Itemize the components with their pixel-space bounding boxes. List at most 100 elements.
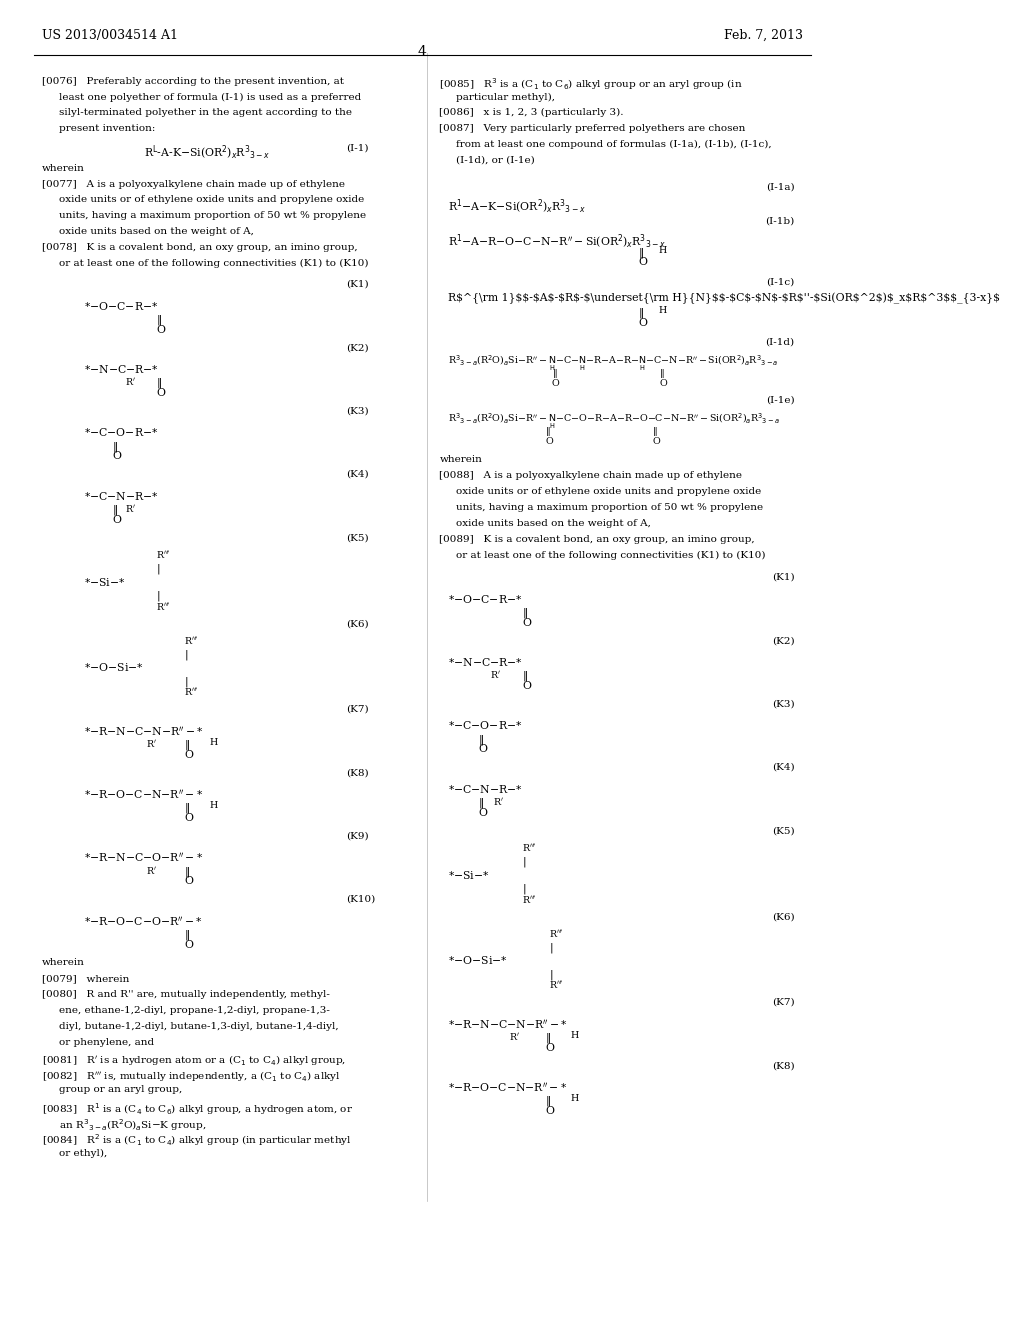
Text: O: O (184, 940, 194, 950)
Text: H: H (570, 1031, 579, 1040)
Text: US 2013/0034514 A1: US 2013/0034514 A1 (42, 29, 178, 42)
Text: $\|$: $\|$ (552, 367, 557, 380)
Text: O: O (652, 437, 660, 446)
Text: O: O (522, 618, 531, 628)
Text: R$'$: R$'$ (125, 503, 136, 513)
Text: O: O (522, 681, 531, 692)
Text: particular methyl),: particular methyl), (457, 92, 555, 102)
Text: $*$$-$R$-$O$-$C$-$N$-$R$''-$$*$: $*$$-$R$-$O$-$C$-$N$-$R$''-$$*$ (85, 788, 204, 801)
Text: (K6): (K6) (772, 912, 795, 921)
Text: (I-1b): (I-1b) (765, 216, 795, 226)
Text: (K1): (K1) (346, 280, 369, 289)
Text: $\|$: $\|$ (545, 425, 551, 438)
Text: [0081]   R$'$ is a hydrogen atom or a (C$_1$ to C$_4$) alkyl group,: [0081] R$'$ is a hydrogen atom or a (C$_… (42, 1053, 346, 1068)
Text: $*$$-$R$-$O$-$C$-$N$-$R$''-$$*$: $*$$-$R$-$O$-$C$-$N$-$R$''-$$*$ (447, 1081, 567, 1094)
Text: or at least one of the following connectivities (K1) to (K10): or at least one of the following connect… (59, 259, 369, 268)
Text: [0086]   x is 1, 2, 3 (particularly 3).: [0086] x is 1, 2, 3 (particularly 3). (439, 108, 624, 117)
Text: [0078]   K is a covalent bond, an oxy group, an imino group,: [0078] K is a covalent bond, an oxy grou… (42, 243, 357, 252)
Text: R$'''$: R$'''$ (522, 894, 537, 904)
Text: $*$$-$N$-$C$-$R$-$$*$: $*$$-$N$-$C$-$R$-$$*$ (447, 656, 523, 668)
Text: (K7): (K7) (772, 998, 795, 1007)
Text: $*$$-$Si$-$$*$: $*$$-$Si$-$$*$ (447, 869, 489, 880)
Text: $|$: $|$ (157, 589, 161, 603)
Text: $*$$-$C$-$O$-$R$-$$*$: $*$$-$C$-$O$-$R$-$$*$ (447, 719, 522, 731)
Text: R$'$: R$'$ (146, 865, 157, 875)
Text: $\|$: $\|$ (638, 246, 644, 260)
Text: $*$$-$C$-$O$-$R$-$$*$: $*$$-$C$-$O$-$R$-$$*$ (85, 426, 159, 438)
Text: (K10): (K10) (346, 895, 376, 904)
Text: R$^{\rm 1}$$-$A$-$R$-$\underset{\rm H}{N}$$-$C$-$N$-$R$''-$Si(OR$^2$)$_x$R$^3$$_: R$^{\rm 1}$$-$A$-$R$-$\underset{\rm H}{N… (447, 293, 999, 305)
Text: (K3): (K3) (346, 407, 369, 416)
Text: $*$$-$R$-$O$-$C$-$O$-$R$''-$$*$: $*$$-$R$-$O$-$C$-$O$-$R$''-$$*$ (85, 915, 203, 928)
Text: $*$$-$O$-$C$-$R$-$$*$: $*$$-$O$-$C$-$R$-$$*$ (447, 593, 522, 605)
Text: present invention:: present invention: (59, 124, 156, 133)
Text: (I-1d), or (I-1e): (I-1d), or (I-1e) (457, 156, 536, 165)
Text: O: O (157, 325, 165, 335)
Text: or at least one of the following connectivities (K1) to (K10): or at least one of the following connect… (457, 550, 766, 560)
Text: $|$: $|$ (184, 648, 188, 663)
Text: oxide units or of ethylene oxide units and propylene oxide: oxide units or of ethylene oxide units a… (59, 195, 365, 205)
Text: (K1): (K1) (772, 573, 795, 582)
Text: O: O (638, 318, 647, 329)
Text: (K6): (K6) (346, 619, 369, 628)
Text: $|$: $|$ (549, 968, 554, 982)
Text: $*$$-$N$-$C$-$R$-$$*$: $*$$-$N$-$C$-$R$-$$*$ (85, 363, 160, 375)
Text: R$'$: R$'$ (494, 796, 505, 807)
Text: [0085]   R$^3$ is a (C$_1$ to C$_6$) alkyl group or an aryl group (in: [0085] R$^3$ is a (C$_1$ to C$_6$) alkyl… (439, 77, 743, 92)
Text: O: O (552, 379, 559, 388)
Text: $\|$: $\|$ (638, 306, 644, 321)
Text: R$^{\rm L}$-A-K$-$Si(OR$^{\rm 2}$)$_x$R$^{\rm 3}$$_{3-x}$: R$^{\rm L}$-A-K$-$Si(OR$^{\rm 2}$)$_x$R$… (143, 144, 270, 162)
Text: [0079]   wherein: [0079] wherein (42, 974, 130, 983)
Text: (K2): (K2) (772, 636, 795, 645)
Text: O: O (184, 813, 194, 824)
Text: O: O (113, 515, 122, 525)
Text: (K9): (K9) (346, 832, 369, 841)
Text: oxide units or of ethylene oxide units and propylene oxide: oxide units or of ethylene oxide units a… (457, 487, 762, 496)
Text: R$'$: R$'$ (125, 376, 136, 387)
Text: [0080]   R and R'' are, mutually independently, methyl-: [0080] R and R'' are, mutually independe… (42, 990, 330, 999)
Text: $*$$-$O$-$Si$-$$*$: $*$$-$O$-$Si$-$$*$ (447, 954, 508, 966)
Text: O: O (184, 876, 194, 887)
Text: R$'$: R$'$ (509, 1031, 519, 1041)
Text: silyl-terminated polyether in the agent according to the: silyl-terminated polyether in the agent … (59, 108, 352, 117)
Text: 4: 4 (418, 45, 427, 59)
Text: $\|$: $\|$ (659, 367, 665, 380)
Text: (K3): (K3) (772, 700, 795, 709)
Text: $\|$: $\|$ (113, 503, 119, 517)
Text: O: O (157, 388, 165, 399)
Text: wherein: wherein (42, 164, 85, 173)
Text: O: O (638, 257, 647, 268)
Text: (I-1c): (I-1c) (766, 277, 795, 286)
Text: $|$: $|$ (522, 882, 526, 896)
Text: group or an aryl group,: group or an aryl group, (59, 1085, 182, 1094)
Text: $|$: $|$ (549, 941, 554, 956)
Text: $\|$: $\|$ (545, 1094, 551, 1109)
Text: (K7): (K7) (346, 705, 369, 714)
Text: (K5): (K5) (346, 533, 369, 543)
Text: (K4): (K4) (772, 763, 795, 772)
Text: R$^3$$_{3-a}$(R$^2$O)$_a$Si$-$R$''-$$\underset{\rm H}{N}$$-$C$-$$\underset{\rm H: R$^3$$_{3-a}$(R$^2$O)$_a$Si$-$R$''-$$\un… (447, 354, 778, 374)
Text: $\|$: $\|$ (184, 865, 190, 879)
Text: [0083]   R$^{\rm 1}$ is a (C$_4$ to C$_6$) alkyl group, a hydrogen atom, or: [0083] R$^{\rm 1}$ is a (C$_4$ to C$_6$)… (42, 1101, 353, 1117)
Text: H: H (658, 246, 667, 255)
Text: (K5): (K5) (772, 826, 795, 836)
Text: [0084]   R$^2$ is a (C$_1$ to C$_4$) alkyl group (in particular methyl: [0084] R$^2$ is a (C$_1$ to C$_4$) alkyl… (42, 1133, 352, 1148)
Text: $*$$-$C$-$N$-$R$-$$*$: $*$$-$C$-$N$-$R$-$$*$ (85, 490, 160, 502)
Text: R$^3$$_{3-a}$(R$^2$O)$_a$Si$-$R$''-$$\underset{\rm H}{N}$$-$C$-$O$-$R$-$A$-$R$-$: R$^3$$_{3-a}$(R$^2$O)$_a$Si$-$R$''-$$\un… (447, 412, 780, 432)
Text: [0087]   Very particularly preferred polyethers are chosen: [0087] Very particularly preferred polye… (439, 124, 745, 133)
Text: R$'$: R$'$ (146, 738, 157, 748)
Text: R$'''$: R$'''$ (157, 601, 171, 611)
Text: O: O (545, 1043, 554, 1053)
Text: $|$: $|$ (157, 562, 161, 577)
Text: (I-1e): (I-1e) (766, 396, 795, 405)
Text: $*$$-$O$-$C$-$R$-$$*$: $*$$-$O$-$C$-$R$-$$*$ (85, 300, 159, 312)
Text: or ethyl),: or ethyl), (59, 1148, 108, 1158)
Text: [0082]   R$'''$ is, mutually independently, a (C$_1$ to C$_4$) alkyl: [0082] R$'''$ is, mutually independently… (42, 1069, 341, 1084)
Text: O: O (113, 451, 122, 462)
Text: from at least one compound of formulas (I-1a), (I-1b), (I-1c),: from at least one compound of formulas (… (457, 140, 772, 149)
Text: R$^{\rm 1}$$-$A$-$K$-$Si(OR$^2$)$_x$R$^3$$_{3-x}$: R$^{\rm 1}$$-$A$-$K$-$Si(OR$^2$)$_x$R$^3… (447, 198, 586, 216)
Text: wherein: wherein (439, 455, 482, 465)
Text: $\|$: $\|$ (522, 606, 528, 620)
Text: an R$^3$$_{3-a}$(R$^2$O)$_a$Si$-$K group,: an R$^3$$_{3-a}$(R$^2$O)$_a$Si$-$K group… (59, 1117, 207, 1133)
Text: least one polyether of formula (I-1) is used as a preferred: least one polyether of formula (I-1) is … (59, 92, 361, 102)
